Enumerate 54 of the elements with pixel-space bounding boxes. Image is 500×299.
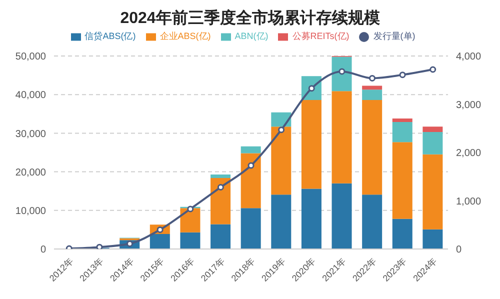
bar xyxy=(392,122,412,142)
y-tick-label: 0 xyxy=(40,244,46,256)
bar xyxy=(271,126,292,195)
bar xyxy=(362,86,382,90)
bar xyxy=(362,90,382,100)
y-tick-label: 50,000 xyxy=(15,52,46,63)
y2-tick-label: 3,000 xyxy=(456,100,482,111)
bar xyxy=(180,232,200,249)
y-tick-label: 40,000 xyxy=(15,90,46,102)
point xyxy=(399,72,406,78)
legend-label: ABN(亿) xyxy=(234,31,268,41)
bar xyxy=(422,132,443,154)
bar xyxy=(362,194,382,249)
bar xyxy=(332,56,352,92)
bar xyxy=(301,188,322,249)
bar xyxy=(332,183,352,249)
y-tick-label: 30,000 xyxy=(15,128,46,140)
y-tick-label: 20,000 xyxy=(15,167,46,178)
point xyxy=(368,74,376,82)
bar xyxy=(332,91,352,184)
y-tick-label: 10,000 xyxy=(15,206,46,217)
bar xyxy=(362,100,382,195)
point xyxy=(217,184,224,190)
bar xyxy=(392,118,412,122)
bar xyxy=(150,234,170,249)
chart-title: 2024年前三季度全市场累计存续规模 xyxy=(119,8,381,29)
bar xyxy=(210,174,231,178)
point xyxy=(278,126,285,134)
point xyxy=(187,206,194,212)
point xyxy=(338,68,346,75)
legend-label: 发行量(单) xyxy=(373,31,416,41)
bar xyxy=(422,229,443,249)
bar xyxy=(392,142,412,219)
legend-label: 企业ABS(亿) xyxy=(160,31,211,41)
bar xyxy=(301,100,322,189)
legend-label: 信贷ABS(亿) xyxy=(84,31,136,41)
point xyxy=(96,244,103,249)
bar xyxy=(240,208,261,249)
bar xyxy=(271,194,292,249)
bar xyxy=(210,178,231,224)
bar xyxy=(392,218,412,249)
bar xyxy=(240,146,261,154)
bar xyxy=(210,224,231,249)
point xyxy=(248,162,254,169)
y2-tick-label: 4,000 xyxy=(456,52,482,63)
bar xyxy=(240,153,261,208)
bar xyxy=(422,154,443,230)
y2-tick-label: 0 xyxy=(456,244,462,256)
legend-label: 公募REITs(亿) xyxy=(292,31,350,41)
y2-tick-label: 1,000 xyxy=(456,196,482,208)
point xyxy=(430,66,436,73)
bar xyxy=(422,126,443,132)
y2-tick-label: 2,000 xyxy=(456,148,482,160)
bar xyxy=(180,208,200,232)
